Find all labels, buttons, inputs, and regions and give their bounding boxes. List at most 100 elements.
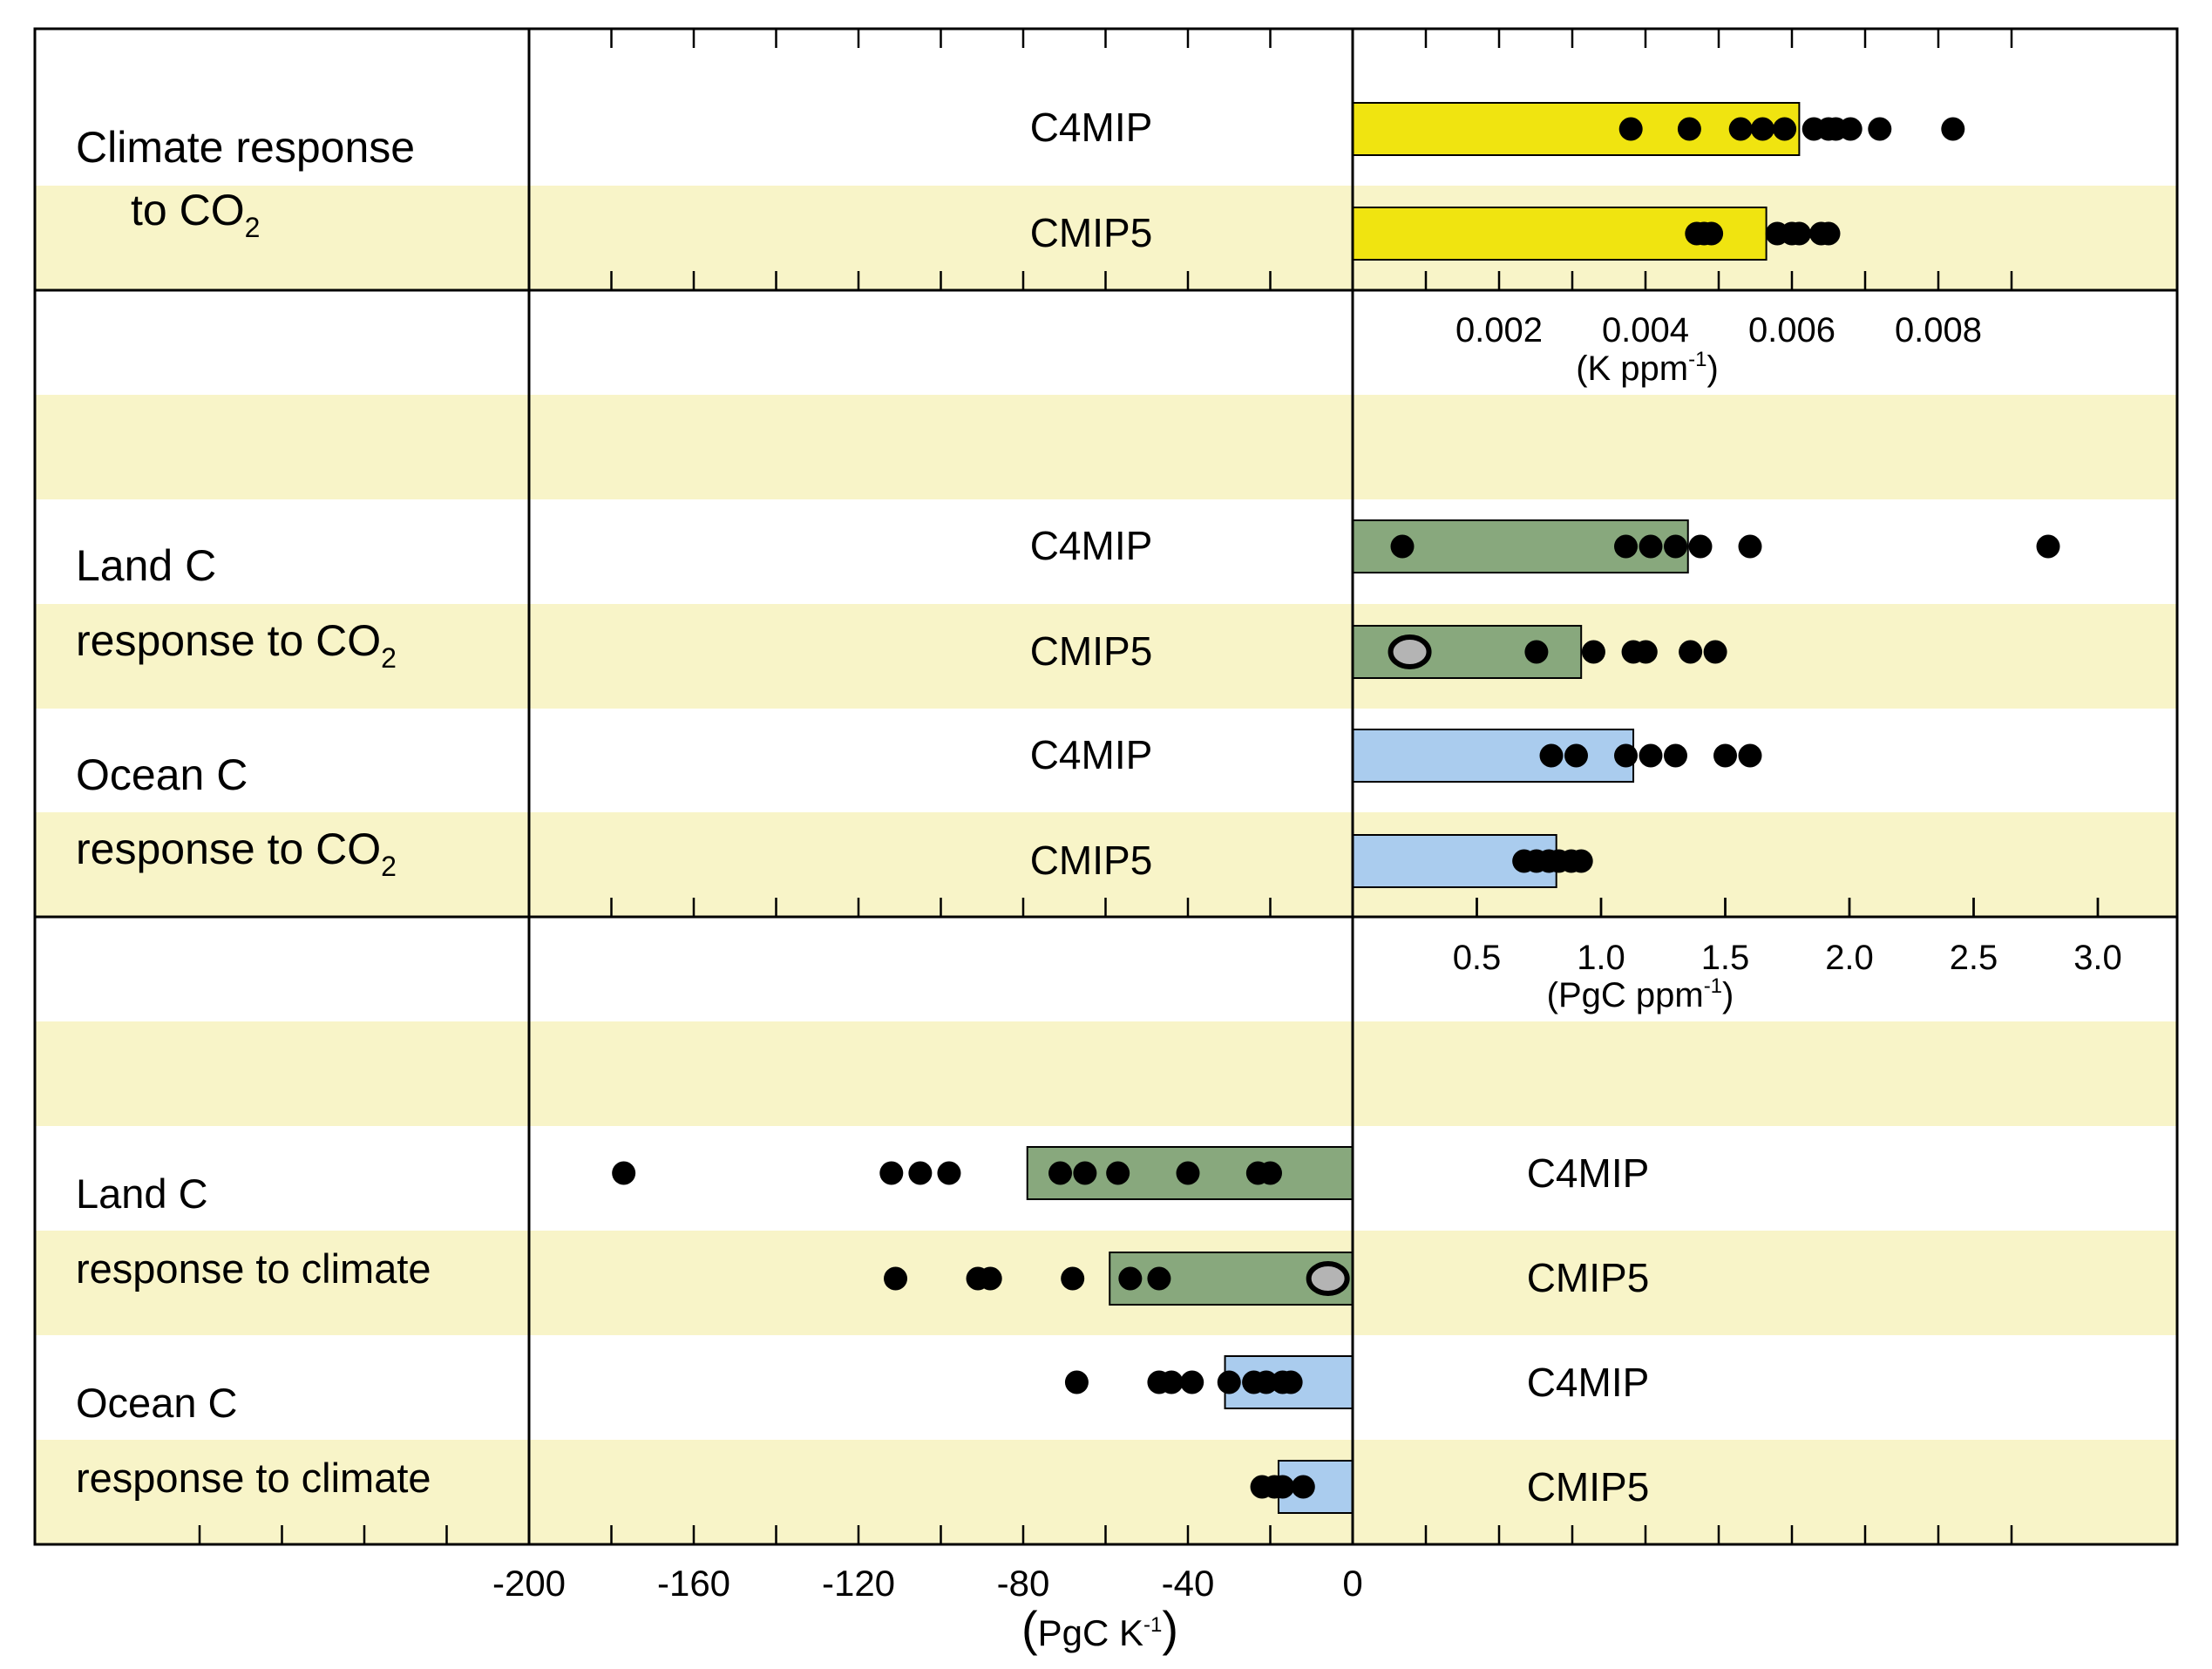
series-label-land-climate-cmip5: CMIP5 xyxy=(1527,1255,1650,1300)
ocean-co2-c4mip-mean-bar xyxy=(1352,729,1635,783)
land-co2-cmip5-model-point xyxy=(1524,640,1549,664)
series-labels: C4MIP CMIP5 C4MIP CMIP5 C4MIP CMIP5 C4MI… xyxy=(1030,105,1650,1510)
ocean-climate-cmip5-model-point xyxy=(1291,1475,1315,1499)
ocean-co2-c4mip-model-point xyxy=(1664,743,1687,768)
tick-label-k-ppm: 0.004 xyxy=(1602,311,1689,349)
row-label-climate-line1: Climate response xyxy=(76,123,415,172)
land-co2-c4mip-model-point xyxy=(1614,534,1638,559)
ocean-climate-c4mip-model-point xyxy=(1159,1370,1184,1394)
chart-marks xyxy=(612,102,2060,1514)
climate-cmip5-model-point xyxy=(1816,221,1841,246)
ocean-co2-c4mip-model-point xyxy=(1713,743,1737,768)
climate-c4mip-model-point xyxy=(1868,117,1892,141)
series-label-ocean-co2-cmip5: CMIP5 xyxy=(1030,838,1153,883)
row-label-climate-line2: to CO2 xyxy=(131,186,260,243)
ocean-co2-c4mip-model-point xyxy=(1639,743,1663,768)
series-label-land-climate-c4mip: C4MIP xyxy=(1527,1150,1650,1196)
land-climate-cmip5-model-point xyxy=(978,1266,1002,1291)
ocean-co2-c4mip-model-point xyxy=(1539,743,1564,768)
land-co2-c4mip-model-point xyxy=(1664,534,1687,559)
ocean-climate-c4mip-model-point xyxy=(1254,1370,1279,1394)
tick-label-pgc-k: -120 xyxy=(822,1563,895,1604)
x-unit-label-pgc-k: (PgC K-1) xyxy=(1021,1601,1178,1656)
land-climate-cmip5-model-point xyxy=(1061,1266,1085,1291)
row-label-land-climate-line2: response to climate xyxy=(76,1245,431,1292)
land-climate-c4mip-model-point xyxy=(1259,1161,1282,1185)
ocean-co2-cmip5-model-point xyxy=(1569,849,1593,873)
land-climate-cmip5-model-point xyxy=(1147,1266,1171,1291)
tick-label-pgc-ppm: 0.5 xyxy=(1453,939,1502,977)
land-climate-c4mip-model-point xyxy=(1176,1161,1200,1185)
series-label-climate-c4mip: C4MIP xyxy=(1030,105,1153,150)
climate-cmip5-model-point xyxy=(1700,221,1724,246)
tick-label-pgc-ppm: 2.0 xyxy=(1825,939,1874,977)
row-labels: Climate response to CO2 Land C response … xyxy=(76,123,431,1501)
land-co2-cmip5-model-point xyxy=(1703,640,1727,664)
tick-label-pgc-k: -40 xyxy=(1162,1563,1215,1604)
tick-label-k-ppm: 0.008 xyxy=(1895,311,1982,349)
land-co2-c4mip-model-point xyxy=(1688,534,1713,559)
ocean-climate-c4mip-model-point xyxy=(1064,1370,1089,1394)
climate-c4mip-model-point xyxy=(1750,117,1774,141)
land-climate-cmip5-model-point xyxy=(884,1266,908,1291)
tick-label-pgc-k: 0 xyxy=(1342,1563,1362,1604)
climate-c4mip-model-point xyxy=(1618,117,1643,141)
row-label-ocean-co2-line1: Ocean C xyxy=(76,750,248,799)
tick-label-pgc-k: -160 xyxy=(657,1563,730,1604)
land-climate-c4mip-model-point xyxy=(1106,1161,1130,1185)
land-co2-c4mip-model-point xyxy=(1639,534,1663,559)
row-label-land-co2-line1: Land C xyxy=(76,541,216,590)
series-label-ocean-climate-c4mip: C4MIP xyxy=(1527,1360,1650,1405)
ocean-climate-c4mip-model-point xyxy=(1180,1370,1204,1394)
climate-c4mip-model-point xyxy=(1773,117,1797,141)
land-co2-c4mip-model-point xyxy=(2036,534,2060,559)
land-climate-c4mip-model-point xyxy=(1073,1161,1097,1185)
ocean-co2-c4mip-model-point xyxy=(1738,743,1762,768)
climate-c4mip-model-point xyxy=(1838,117,1863,141)
climate-c4mip-model-point xyxy=(1941,117,1965,141)
axis-ticks xyxy=(198,29,2100,1544)
row-stripes xyxy=(35,186,2177,1544)
tick-label-k-ppm: 0.002 xyxy=(1455,311,1543,349)
climate-cmip5-model-point xyxy=(1787,221,1811,246)
ocean-climate-cmip5-model-point xyxy=(1271,1475,1295,1499)
series-label-climate-cmip5: CMIP5 xyxy=(1030,210,1153,255)
land-co2-cmip5-model-point xyxy=(1679,640,1703,664)
tick-label-pgc-k: -200 xyxy=(492,1563,566,1604)
tick-label-pgc-ppm: 3.0 xyxy=(2073,939,2122,977)
ocean-climate-c4mip-model-point xyxy=(1217,1370,1241,1394)
series-label-land-co2-cmip5: CMIP5 xyxy=(1030,628,1153,674)
x-unit-label-pgc-ppm: (PgC ppm-1) xyxy=(1547,974,1734,1014)
ocean-co2-c4mip-model-point xyxy=(1564,743,1588,768)
land-co2-cmip5-highlighted-model-point xyxy=(1388,634,1432,669)
tick-label-pgc-ppm: 2.5 xyxy=(1950,939,1998,977)
row-label-land-co2-line2: response to CO2 xyxy=(76,616,397,674)
row-label-ocean-co2-line2: response to CO2 xyxy=(76,824,397,882)
stripe xyxy=(35,395,2177,499)
series-label-ocean-co2-c4mip: C4MIP xyxy=(1030,732,1153,777)
climate-c4mip-mean-bar xyxy=(1352,102,1801,156)
climate-c4mip-model-point xyxy=(1728,117,1753,141)
land-climate-c4mip-model-point xyxy=(937,1161,961,1185)
land-co2-c4mip-model-point xyxy=(1738,534,1762,559)
land-co2-c4mip-model-point xyxy=(1390,534,1415,559)
tick-label-pgc-ppm: 1.5 xyxy=(1701,939,1750,977)
land-climate-cmip5-model-point xyxy=(1118,1266,1143,1291)
land-climate-c4mip-model-point xyxy=(908,1161,933,1185)
series-label-ocean-climate-cmip5: CMIP5 xyxy=(1527,1464,1650,1510)
row-label-ocean-climate-line1: Ocean C xyxy=(76,1380,237,1426)
stripe xyxy=(35,1231,2177,1335)
land-co2-cmip5-model-point xyxy=(1581,640,1605,664)
stripe xyxy=(35,604,2177,709)
climate-c4mip-model-point xyxy=(1677,117,1701,141)
tick-label-pgc-k: -80 xyxy=(997,1563,1050,1604)
land-co2-cmip5-model-point xyxy=(1633,640,1658,664)
row-label-land-climate-line1: Land C xyxy=(76,1170,208,1217)
series-label-land-co2-c4mip: C4MIP xyxy=(1030,523,1153,568)
x-unit-label-k-ppm: (K ppm-1) xyxy=(1576,348,1719,388)
land-climate-cmip5-highlighted-model-point xyxy=(1306,1261,1350,1296)
ocean-climate-c4mip-model-point xyxy=(1279,1370,1303,1394)
tick-label-k-ppm: 0.006 xyxy=(1748,311,1835,349)
ocean-co2-c4mip-model-point xyxy=(1614,743,1638,768)
